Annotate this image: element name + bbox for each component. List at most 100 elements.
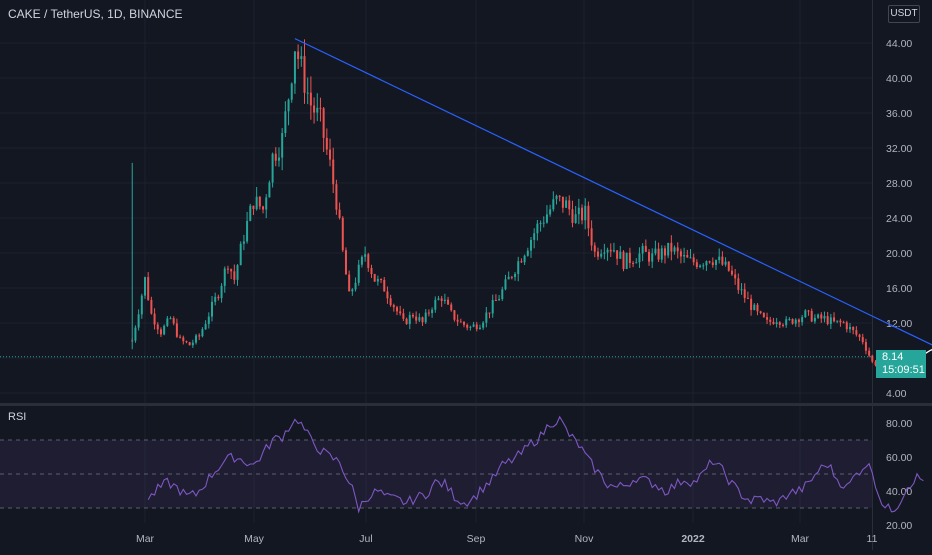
candle-body [852,326,855,331]
candle-body [727,261,730,271]
candle-body [785,319,788,326]
symbol-title: CAKE / TetherUS, 1D, BINANCE [8,7,183,21]
candle-body [766,317,769,320]
candle-body [376,278,379,282]
candle-body [271,153,274,183]
candle-body [718,256,721,261]
candle-body [357,264,360,283]
candle-body [711,262,714,266]
candle-body [424,312,427,323]
candle-body [370,267,373,275]
candle-body [829,317,832,324]
candle-body [281,133,284,158]
candle-body [332,159,335,185]
candle-body [322,108,325,138]
candle-body [373,274,376,282]
candle-body [475,324,478,330]
candle-body [147,277,150,300]
candle-body [144,277,146,296]
candle-body [488,312,491,314]
bar-countdown: 15:09:51 [882,364,925,376]
candle-body [529,239,532,251]
candle-body [596,251,599,257]
candle-body [140,295,143,315]
candle-body [702,265,705,267]
candle-body [874,361,877,366]
candle-body [756,304,759,312]
candle-body [606,249,609,253]
currency-badge[interactable]: USDT [888,5,920,23]
time-axis-label: Nov [575,533,594,545]
candle-body [609,249,612,252]
candle-body [705,261,708,266]
rsi-label: RSI [8,411,27,423]
candle-body [335,184,338,210]
candle-body [603,252,606,254]
candle-body [533,233,536,240]
candle-body [472,324,475,327]
candle-body [344,250,347,275]
candle-body [759,311,762,313]
candle-body [277,157,280,161]
candle-body [482,322,485,328]
candle-body [325,137,328,150]
candle-body [137,314,140,328]
candle-body [616,250,619,259]
candle-body [514,273,517,277]
candle-body [427,312,430,314]
candle-body [695,262,698,268]
candle-body [708,261,711,263]
candle-body [539,223,542,225]
candle-body [166,318,169,326]
candle-body [463,321,465,325]
candle-body [823,316,826,319]
candle-body [724,261,727,265]
candle-body [258,196,261,207]
price-axis-label: 20.00 [886,248,912,260]
last-price-tag: 8.14 15:09:51 [876,350,926,378]
candle-body [351,289,354,292]
candle-body [663,248,666,256]
candle-body [214,296,217,302]
candle-body [220,285,223,299]
downtrend-line [294,38,932,346]
candle-body [826,316,829,324]
candle-body [408,314,411,325]
price-axis-label: 16.00 [886,283,912,295]
candle-body [868,350,871,356]
candle-body [360,256,363,265]
candle-body [284,111,287,134]
rsi-line [147,415,924,514]
candle-body [383,279,386,292]
candle-body [338,209,341,218]
candle-body [309,92,312,106]
candle-body [265,197,268,210]
candle-body [855,330,858,335]
candle-body [207,316,210,325]
candle-body [255,196,258,210]
candle-body [191,342,194,346]
candle-body [504,279,507,290]
candle-body [153,313,156,325]
candle-body [469,326,472,328]
candle-body [520,261,523,263]
candle-body [657,248,660,260]
candle-body [163,325,166,335]
candle-body [236,265,239,280]
candle-body [354,282,357,290]
candle-body [226,268,229,270]
candle-body [348,274,351,292]
candle-body [593,245,596,252]
candle-body [848,326,851,330]
candle-body [297,51,300,60]
candle-body [807,310,810,312]
price-axis-label: 44.00 [886,38,912,50]
candle-body [654,248,657,254]
candle-body [769,319,772,322]
candle-body [485,312,488,323]
candle-body [319,107,322,109]
candle-body [743,289,746,298]
candle-body [775,322,778,325]
